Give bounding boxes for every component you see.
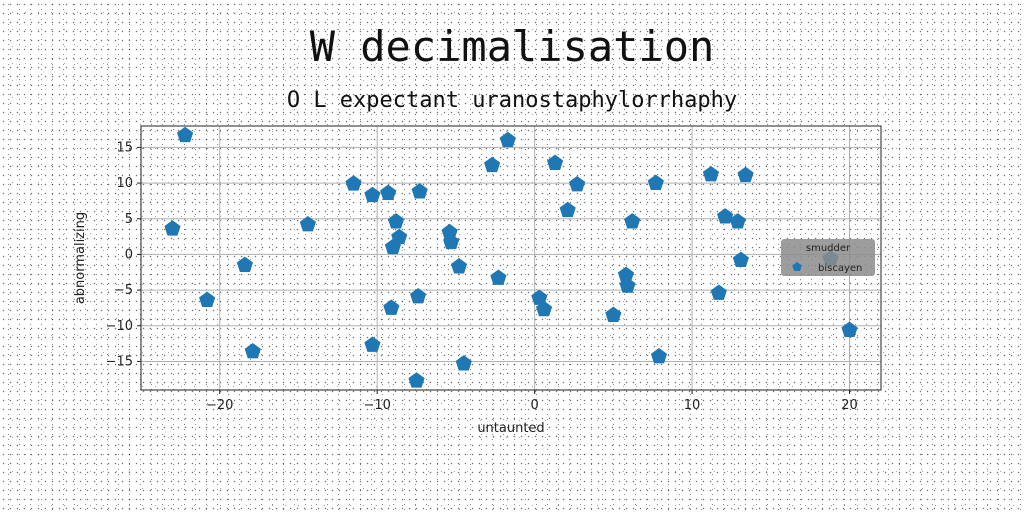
data-point [605,306,622,322]
data-point [364,186,381,203]
x-tick-label: −20 [206,398,233,413]
data-point [737,166,754,183]
data-point [717,208,734,224]
legend-title: smudder [806,243,851,254]
data-point [383,299,400,315]
data-point [841,321,858,337]
data-point [410,288,427,304]
x-tick-label: 10 [684,398,701,413]
legend-label: biscayen [818,263,862,274]
data-point [164,220,181,236]
plot-frame [140,125,882,391]
data-point [364,336,381,352]
chart-subtitle: O L expectant uranostaphylorrhaphy [286,88,738,113]
x-axis-label: untaunted [477,421,544,436]
y-tick-label: 15 [116,140,133,155]
data-point [559,201,576,218]
data-point [547,154,564,170]
data-point [455,355,472,371]
data-point [490,269,507,285]
data-point [710,284,727,300]
data-point [443,233,460,250]
data-point [299,215,316,232]
y-axis-label: abnormalizing [73,212,88,304]
data-point [619,277,636,293]
data-point [345,175,362,191]
x-tick-label: 0 [530,398,538,413]
data-point [647,174,664,190]
x-tick-label: −10 [363,398,390,413]
data-point [702,166,720,182]
data-point [535,300,553,317]
y-tick-label: −15 [106,354,133,369]
data-point [499,131,516,148]
data-point [531,289,548,305]
y-tick-label: 5 [125,212,133,227]
data-point [450,258,468,274]
axis-ticks: −20 −10 0 10 20 −15 −10 −5 0 5 10 15 [106,140,858,413]
data-point [384,238,401,255]
data-point [617,266,635,282]
data-point [236,256,253,273]
data-point [732,251,749,268]
data-point [484,156,501,173]
y-tick-label: −10 [106,319,133,334]
legend: smudder biscayen [781,239,875,276]
x-tick-label: 20 [841,398,858,413]
data-point [411,183,428,199]
legend-box [781,239,875,276]
data-point [408,372,425,388]
data-point [569,176,586,192]
chart-title: W decimalisation [309,22,715,71]
y-tick-label: −5 [114,283,133,298]
legend-marker-icon [792,262,802,272]
data-point [624,213,641,229]
data-point [387,213,405,229]
data-point [650,347,668,364]
data-point [244,342,261,359]
data-point [177,126,194,143]
data-point [441,223,458,240]
data-points [164,126,858,388]
data-point [391,228,408,245]
data-point [380,184,397,200]
data-point [199,291,216,307]
grid-lines [141,126,881,390]
y-tick-label: 0 [125,247,133,262]
data-point [729,213,746,229]
y-tick-label: 10 [116,176,133,191]
